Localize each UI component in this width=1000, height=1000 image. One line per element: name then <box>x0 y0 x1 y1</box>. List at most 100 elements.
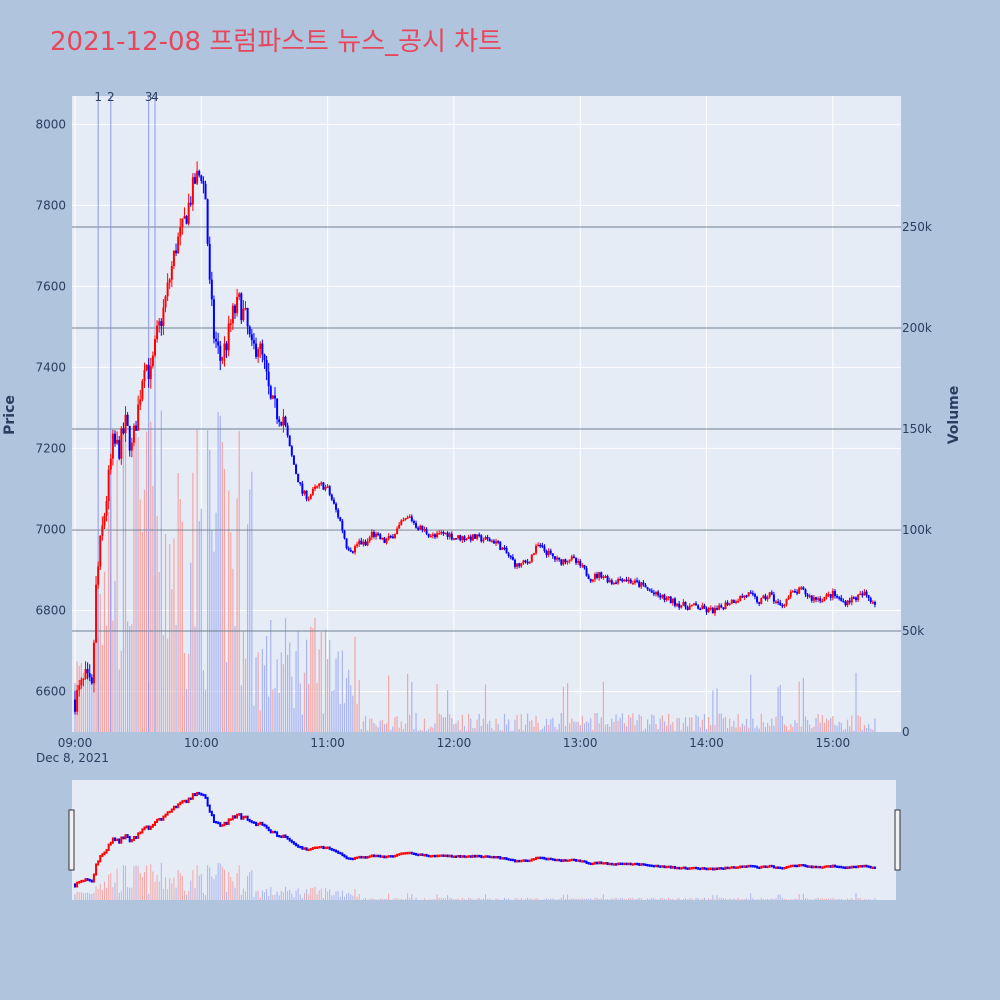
slider-volume-bar <box>103 881 105 900</box>
volume-bar <box>522 730 524 732</box>
volume-bar <box>510 730 512 732</box>
slider-volume-bar <box>571 898 573 900</box>
candle-body <box>827 594 830 596</box>
candle-body <box>735 601 738 603</box>
slider-volume-bar <box>548 899 550 900</box>
candle-body <box>690 604 693 607</box>
volume-bar <box>655 723 657 732</box>
slider-volume-bar <box>819 898 821 900</box>
candle-body <box>469 536 472 541</box>
slider-volume-bar <box>461 898 463 900</box>
slider-volume-bar <box>223 869 225 900</box>
candle-body <box>844 601 847 606</box>
slider-candle <box>532 858 535 861</box>
volume-bar <box>592 729 594 732</box>
slider-candle <box>562 859 565 863</box>
volume-bar <box>459 730 461 732</box>
slider-candle <box>570 858 573 862</box>
candle-body <box>457 535 460 539</box>
volume-bar <box>661 715 663 732</box>
candle-body <box>823 596 826 601</box>
volume-bar <box>585 721 588 732</box>
volume-bar <box>737 714 739 732</box>
slider-candle <box>484 855 487 858</box>
volume-bar <box>781 715 783 732</box>
slider-candle <box>311 846 314 850</box>
candle-body <box>370 531 373 538</box>
candle-body <box>865 591 868 596</box>
range-slider[interactable] <box>68 780 901 900</box>
slider-volume-bar <box>552 898 554 900</box>
candle-body <box>825 594 828 597</box>
range-slider-right-handle[interactable] <box>894 809 901 871</box>
slider-volume-bar <box>169 878 171 900</box>
candle-body <box>575 558 578 563</box>
candle-body <box>219 345 222 361</box>
slider-volume-bar <box>790 899 792 900</box>
volume-bar <box>472 727 474 732</box>
candle-body <box>568 559 571 562</box>
volume-bar <box>385 723 388 732</box>
slider-volume-bar <box>630 898 632 900</box>
candle-body <box>682 601 685 606</box>
slider-volume-bar <box>621 897 623 900</box>
candle-body <box>699 608 702 611</box>
slider-candle <box>726 866 729 870</box>
candle-body <box>208 243 211 280</box>
slider-candle <box>391 855 394 858</box>
volume-bar <box>324 629 327 732</box>
slider-volume-bar <box>278 895 280 900</box>
slider-candle <box>492 855 495 859</box>
slider-volume-bar <box>85 892 87 900</box>
slider-volume-bar <box>480 899 482 900</box>
candle-body <box>423 529 426 531</box>
slider-candle <box>145 825 148 829</box>
slider-candle <box>240 813 243 820</box>
slider-candle <box>619 862 622 866</box>
volume-bar <box>598 723 600 732</box>
slider-volume-bar <box>118 892 120 900</box>
volume-bar <box>550 719 552 732</box>
slider-volume-bar <box>156 875 158 900</box>
candle-body <box>345 538 348 549</box>
candle-body <box>804 589 807 595</box>
slider-volume-bar <box>158 881 160 900</box>
slider-volume-bar <box>874 898 876 900</box>
candle-body <box>339 517 342 521</box>
news-markers: 1 2 34 <box>94 90 159 732</box>
slider-volume-bar <box>529 898 531 900</box>
slider-candle <box>661 865 664 868</box>
volume-bar <box>642 730 644 732</box>
candle-body <box>518 563 521 567</box>
slider-volume-bar <box>139 873 141 900</box>
slider-volume-bar <box>369 898 371 900</box>
slider-candle <box>379 854 382 858</box>
slider-volume-bar <box>78 892 80 900</box>
slider-candle <box>699 867 702 871</box>
slider-volume-bar <box>200 874 202 900</box>
volume-bar <box>310 626 312 732</box>
slider-volume-bar <box>689 898 691 900</box>
slider-volume-bar <box>175 887 177 900</box>
candle-body <box>758 602 761 604</box>
slider-volume-bar <box>455 899 457 900</box>
volume-bar <box>838 721 840 732</box>
volume-bar <box>739 727 741 732</box>
slider-candle <box>676 866 679 870</box>
slider-candle <box>410 851 413 855</box>
candle-body <box>318 483 321 487</box>
slider-volume-bar <box>173 877 175 900</box>
slider-candle <box>861 865 864 868</box>
candle-body <box>562 559 565 565</box>
range-slider-left-handle[interactable] <box>68 809 75 871</box>
slider-candle <box>589 862 592 866</box>
volume-bar <box>167 638 169 732</box>
slider-candle <box>204 794 207 799</box>
slider-volume-bar <box>234 887 236 900</box>
slider-volume-bar <box>287 891 289 900</box>
slider-candle <box>855 865 858 869</box>
candle-body <box>122 428 125 434</box>
volume-bar <box>872 729 874 732</box>
volume-bar <box>604 724 607 732</box>
